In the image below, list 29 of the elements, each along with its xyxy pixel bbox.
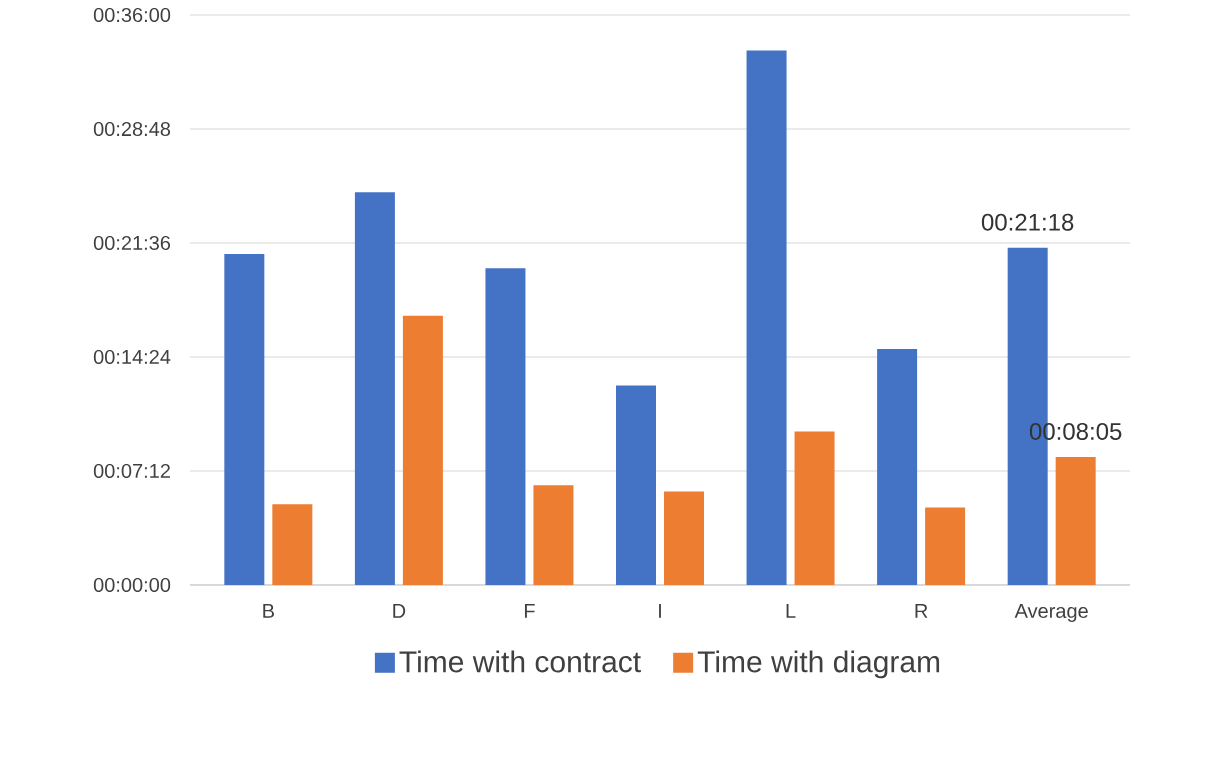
x-tick-label: R xyxy=(915,604,928,618)
bar xyxy=(925,507,966,585)
bar xyxy=(877,349,918,585)
legend-label: Time with contract xyxy=(399,650,641,673)
bar xyxy=(354,192,395,585)
data-label: 00:21:18 xyxy=(981,213,1074,231)
bar xyxy=(485,268,526,585)
x-tick-label: L xyxy=(786,604,796,618)
bar xyxy=(664,491,705,585)
x-tick-label: B xyxy=(263,604,274,618)
x-tick-label: D xyxy=(393,604,406,618)
legend-label: Time with diagram xyxy=(697,650,940,679)
y-tick-label: 00:00:00 xyxy=(93,577,171,593)
bar xyxy=(533,485,574,585)
y-tick-label: 00:36:00 xyxy=(93,7,171,23)
x-tick-label: I xyxy=(659,604,661,618)
bar xyxy=(1055,457,1096,585)
y-tick-label: 00:14:24 xyxy=(93,349,171,365)
y-tick-label: 00:28:48 xyxy=(93,121,171,137)
bar xyxy=(794,431,835,585)
bar xyxy=(224,254,265,585)
bar xyxy=(746,50,787,585)
y-tick-label: 00:07:12 xyxy=(93,463,170,479)
bar xyxy=(402,315,443,585)
x-tick-label: F xyxy=(524,604,535,618)
y-tick-label: 00:21:36 xyxy=(93,235,171,251)
bar xyxy=(272,504,313,585)
x-tick-label: Average xyxy=(1014,604,1088,622)
bar xyxy=(616,385,656,585)
